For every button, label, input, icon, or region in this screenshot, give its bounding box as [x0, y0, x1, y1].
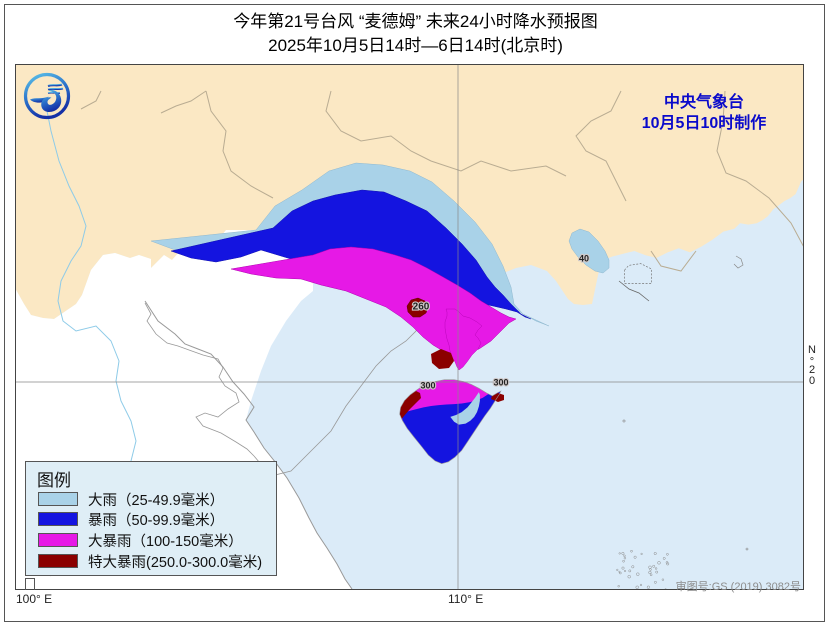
svg-text:40: 40: [579, 253, 589, 263]
svg-text:260: 260: [413, 302, 430, 313]
svg-text:300: 300: [420, 380, 435, 390]
svg-text:300: 300: [493, 377, 508, 387]
